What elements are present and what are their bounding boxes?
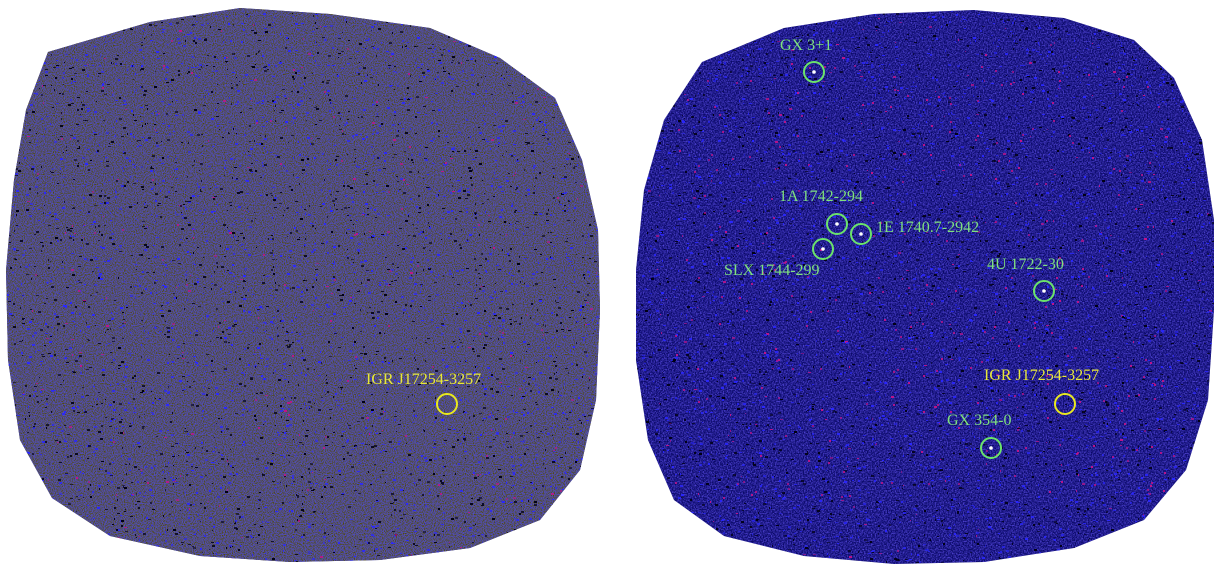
source-point (821, 247, 825, 251)
sky-speckles (6, 8, 600, 562)
source-marker-circle (1033, 280, 1055, 302)
source-label: 1E 1740.7-2942 (876, 219, 979, 236)
sky-field-right (636, 10, 1214, 564)
source-point (812, 70, 816, 74)
source-marker-circle (850, 223, 872, 245)
source-label: IGR J17254-3257 (984, 367, 1099, 384)
source-label: 1A 1742-294 (779, 188, 863, 205)
source-4u-1722-30: 4U 1722-30 (987, 256, 1064, 302)
source-label: GX 3+1 (780, 37, 832, 54)
sky-panel-right: GX 3+1 1A 1742-294 1E 1740.7-2942 SLX 1744-… (614, 0, 1228, 567)
sky-noise-texture (6, 8, 600, 562)
sky-map-left: IGR J17254-3257 (6, 8, 600, 562)
source-label: GX 354-0 (947, 412, 1011, 429)
source-marker-circle (980, 437, 1002, 459)
sky-panel-left: IGR J17254-3257 (6, 8, 600, 562)
source-marker-circle (436, 393, 458, 415)
source-point (1042, 289, 1046, 293)
source-marker-circle (826, 213, 848, 235)
source-1a-1742-294: 1A 1742-294 (779, 188, 863, 235)
source-gx-354-0: GX 354-0 (947, 412, 1011, 459)
source-label: 4U 1722-30 (987, 256, 1064, 273)
source-label: SLX 1744-299 (724, 262, 820, 279)
source-markers-right: GX 3+1 1A 1742-294 1E 1740.7-2942 SLX 1744-… (724, 37, 1099, 459)
source-igr-j17254-3257: IGR J17254-3257 (984, 367, 1099, 415)
sky-field-left (6, 8, 600, 562)
source-slx-1744-299: SLX 1744-299 (724, 238, 834, 279)
sky-noise-texture (636, 10, 1214, 564)
source-marker-circle (812, 238, 834, 260)
source-1e-1740-7-2942: 1E 1740.7-2942 (850, 219, 979, 245)
source-markers-left: IGR J17254-3257 (366, 371, 481, 415)
source-point (859, 232, 863, 236)
sky-map-right: GX 3+1 1A 1742-294 1E 1740.7-2942 SLX 1744-… (636, 10, 1214, 564)
source-marker-circle (1054, 393, 1076, 415)
source-marker-circle (803, 61, 825, 83)
source-point (989, 446, 993, 450)
source-igr-j17254-3257: IGR J17254-3257 (366, 371, 481, 415)
source-label: IGR J17254-3257 (366, 371, 481, 388)
source-gx-3-1: GX 3+1 (780, 37, 832, 83)
source-point (835, 222, 839, 226)
